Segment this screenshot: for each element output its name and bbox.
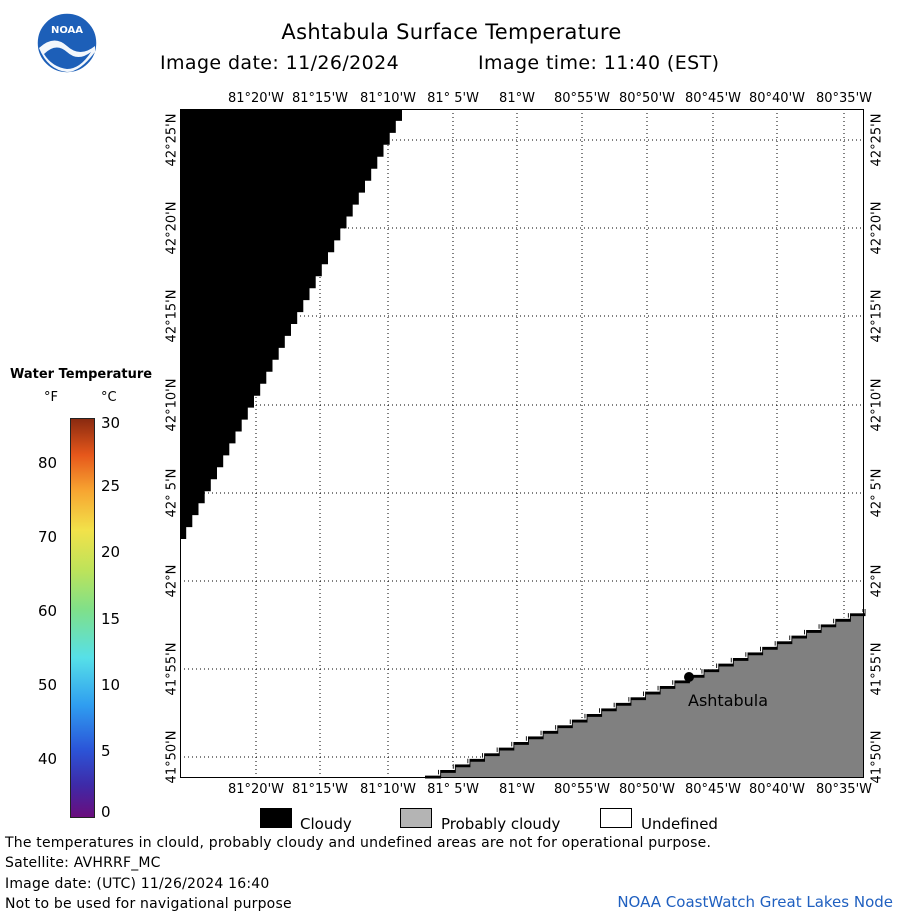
- latitude-label-right: 42°15'N: [870, 290, 885, 343]
- longitude-label-bottom: 80°45'W: [684, 782, 741, 797]
- undefined-swatch: [600, 808, 632, 828]
- latitude-label-text: 41°50'N: [870, 731, 885, 784]
- longitude-label-top: 80°35'W: [815, 91, 872, 106]
- longitude-label-bottom: 81°10'W: [359, 782, 416, 797]
- longitude-label-top: 81°15'W: [291, 91, 348, 106]
- fahrenheit-tick-50: 50: [38, 676, 58, 694]
- image-date: Image date: 11/26/2024: [160, 52, 400, 74]
- longitude-label-top: 80°55'W: [553, 91, 610, 106]
- navigation-disclaimer: Not to be used for navigational purpose: [5, 896, 292, 912]
- longitude-label-top: 80°50'W: [618, 91, 675, 106]
- temperature-colorbar: [70, 418, 95, 818]
- latitude-label-text: 42°15'N: [165, 290, 180, 343]
- celsius-tick-25: 25: [101, 477, 121, 495]
- fahrenheit-tick-80: 80: [38, 454, 58, 472]
- operational-note: The temperatures in clould, probably clo…: [5, 835, 712, 851]
- latitude-label-left: 42° 5'N: [165, 469, 180, 518]
- legend-unit-c: °C: [101, 390, 117, 405]
- longitude-label-top: 80°45'W: [684, 91, 741, 106]
- latitude-label-text: 41°55'N: [870, 643, 885, 696]
- latitude-label-right: 42°N: [870, 565, 885, 598]
- celsius-tick-0: 0: [101, 803, 111, 821]
- longitude-label-bottom: 81° 5'W: [427, 782, 479, 797]
- undefined-label: Undefined: [641, 815, 718, 833]
- cloudy-region: [180, 109, 402, 539]
- latitude-label-text: 42°20'N: [165, 202, 180, 255]
- longitude-label-top: 81°20'W: [227, 91, 284, 106]
- latitude-label-left: 41°55'N: [165, 643, 180, 696]
- longitude-label-bottom: 80°55'W: [553, 782, 610, 797]
- cloudy-swatch: [260, 808, 292, 828]
- map-frame: [180, 109, 864, 778]
- latitude-label-text: 41°55'N: [165, 643, 180, 696]
- celsius-tick-30: 30: [101, 414, 121, 432]
- ashtabula-marker[interactable]: [684, 672, 694, 682]
- fahrenheit-tick-40: 40: [38, 750, 58, 768]
- latitude-label-left: 41°50'N: [165, 731, 180, 784]
- longitude-label-top: 81°10'W: [359, 91, 416, 106]
- cloudy-label: Cloudy: [300, 815, 352, 833]
- celsius-tick-15: 15: [101, 610, 121, 628]
- longitude-label-bottom: 80°50'W: [618, 782, 675, 797]
- noaa-logo: NOAA: [36, 12, 98, 74]
- latitude-label-right: 41°50'N: [870, 731, 885, 784]
- latitude-label-text: 42°N: [870, 565, 885, 598]
- longitude-label-top: 81° 5'W: [427, 91, 479, 106]
- map-title: Ashtabula Surface Temperature: [281, 20, 622, 44]
- latitude-label-right: 42° 5'N: [870, 469, 885, 518]
- temperature-map[interactable]: Ashtabula: [180, 109, 900, 819]
- probably-cloudy-swatch: [400, 808, 432, 828]
- probably-cloudy-label: Probably cloudy: [441, 815, 561, 833]
- celsius-tick-10: 10: [101, 676, 121, 694]
- longitude-label-bottom: 81°W: [499, 782, 535, 797]
- latitude-label-text: 42°10'N: [870, 379, 885, 432]
- utc-image-date: Image date: (UTC) 11/26/2024 16:40: [5, 876, 270, 892]
- longitude-label-bottom: 81°15'W: [291, 782, 348, 797]
- credit-line: NOAA CoastWatch Great Lakes Node: [617, 893, 893, 911]
- fahrenheit-tick-70: 70: [38, 528, 58, 546]
- latitude-label-left: 42°10'N: [165, 379, 180, 432]
- latitude-label-left: 42°15'N: [165, 290, 180, 343]
- latitude-label-right: 42°20'N: [870, 202, 885, 255]
- latitude-label-right: 42°25'N: [870, 114, 885, 167]
- legend-title: Water Temperature: [10, 367, 153, 382]
- latitude-label-text: 42°N: [165, 565, 180, 598]
- longitude-label-bottom: 80°40'W: [748, 782, 805, 797]
- satellite-info: Satellite: AVHRRF_MC: [5, 855, 161, 871]
- latitude-label-text: 42°25'N: [870, 114, 885, 167]
- latitude-label-left: 42°20'N: [165, 202, 180, 255]
- longitude-label-bottom: 80°35'W: [815, 782, 872, 797]
- latitude-label-left: 42°N: [165, 565, 180, 598]
- latitude-label-left: 42°25'N: [165, 114, 180, 167]
- logo-text: NOAA: [51, 25, 83, 36]
- longitude-label-bottom: 81°20'W: [227, 782, 284, 797]
- longitude-label-top: 81°W: [499, 91, 535, 106]
- latitude-label-text: 42° 5'N: [870, 469, 885, 518]
- latitude-label-text: 42°10'N: [165, 379, 180, 432]
- image-time: Image time: 11:40 (EST): [478, 52, 720, 74]
- legend-unit-f: °F: [44, 390, 58, 405]
- latitude-label-text: 41°50'N: [165, 731, 180, 784]
- celsius-tick-20: 20: [101, 543, 121, 561]
- shoreline-highlight: [425, 607, 865, 776]
- fahrenheit-tick-60: 60: [38, 602, 58, 620]
- ashtabula-label: Ashtabula: [688, 691, 768, 710]
- latitude-label-text: 42°25'N: [165, 114, 180, 167]
- latitude-label-text: 42°15'N: [870, 290, 885, 343]
- latitude-label-text: 42° 5'N: [165, 469, 180, 518]
- latitude-label-right: 41°55'N: [870, 643, 885, 696]
- longitude-label-top: 80°40'W: [748, 91, 805, 106]
- latitude-label-right: 42°10'N: [870, 379, 885, 432]
- celsius-tick-5: 5: [101, 742, 111, 760]
- latitude-label-text: 42°20'N: [870, 202, 885, 255]
